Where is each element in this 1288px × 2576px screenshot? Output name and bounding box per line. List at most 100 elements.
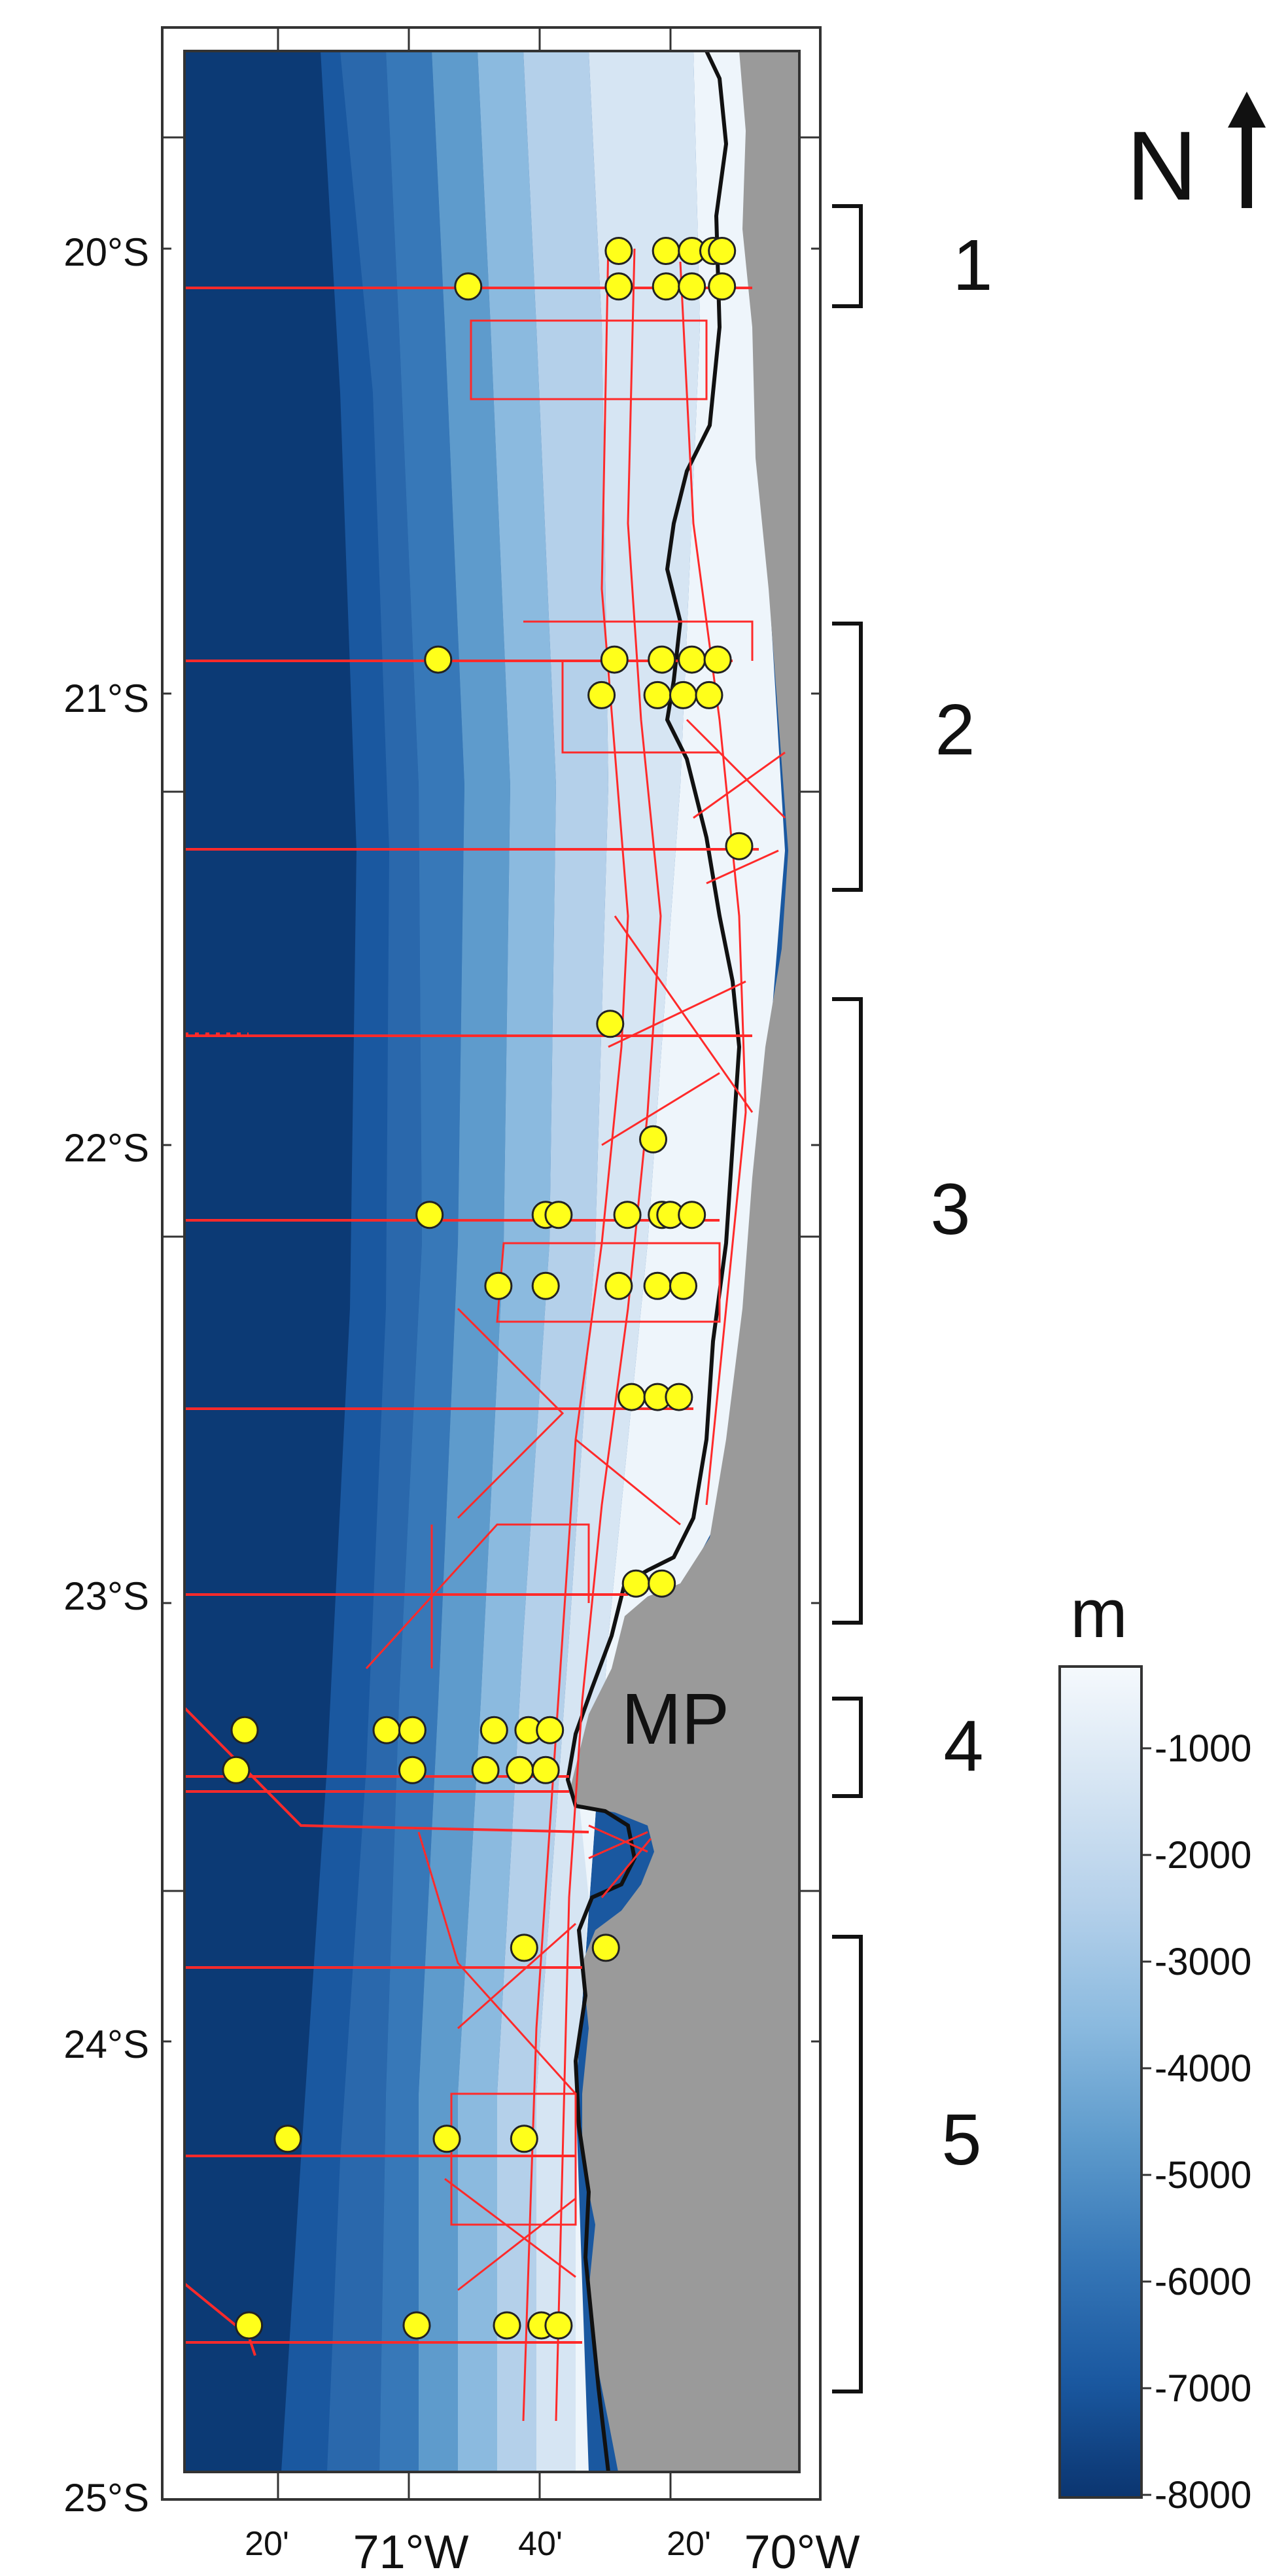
station-marker xyxy=(669,680,697,709)
lon-label: 70°W xyxy=(744,2526,860,2576)
station-marker xyxy=(587,680,616,709)
lat-label: 22°S xyxy=(63,1126,149,1170)
station-marker xyxy=(678,1201,706,1229)
station-marker xyxy=(596,1010,625,1038)
station-marker xyxy=(639,1125,667,1154)
colorbar-tick-label: -2000 xyxy=(1155,1834,1251,1877)
station-marker xyxy=(648,1569,676,1598)
station-marker xyxy=(708,272,737,301)
track-line xyxy=(523,620,754,754)
station-marker xyxy=(415,1201,444,1229)
track-line xyxy=(601,915,754,1146)
slope-band-2 xyxy=(497,51,608,2472)
colorbar-tick-label: -8000 xyxy=(1155,2474,1251,2516)
station-marker xyxy=(725,832,754,860)
track-line xyxy=(679,261,747,1506)
frame-ticks xyxy=(162,27,820,2499)
station-marker xyxy=(273,2125,302,2153)
track-line xyxy=(457,1307,681,1526)
colorbar-ticks: -1000 -2000 -3000 -4000 -5000 -6000 -7000 -8000 xyxy=(1141,1727,1251,2516)
station-marker xyxy=(678,645,706,674)
track-line xyxy=(417,1831,577,2095)
colorbar-tick-label: -7000 xyxy=(1155,2367,1251,2410)
zone-label: 1 xyxy=(952,225,992,306)
north-arrow-icon xyxy=(1228,92,1266,208)
station-marker xyxy=(493,2311,521,2340)
latitude-labels: 20°S 21°S 22°S 23°S 24°S 25°S xyxy=(63,230,149,2520)
colorbar-gradient xyxy=(1058,1665,1143,2499)
colorbar: m -1000 -2000 -3000 -4000 -5000 -6000 -7000 -80… xyxy=(1058,1576,1251,2516)
station-marker xyxy=(230,1716,259,1744)
station-marker xyxy=(618,1383,646,1411)
north-label: N xyxy=(1126,111,1197,221)
colorbar-tick-label: -5000 xyxy=(1155,2154,1251,2197)
station-marker xyxy=(604,1271,633,1300)
station-marker xyxy=(510,2125,538,2153)
zone-label: 2 xyxy=(935,690,975,770)
station-marker xyxy=(703,645,732,674)
lon-label: 20' xyxy=(667,2525,711,2563)
station-marker xyxy=(398,1756,426,1784)
station-marker xyxy=(432,2125,461,2153)
station-marker xyxy=(678,272,706,301)
station-marker xyxy=(591,1933,620,1962)
track-line xyxy=(470,319,708,400)
lon-label: 71°W xyxy=(353,2526,469,2576)
trench-axis-bathymetry xyxy=(184,51,357,2472)
station-marker xyxy=(544,2311,573,2340)
track-line xyxy=(365,1523,590,1670)
track-line xyxy=(450,2092,577,2226)
lon-label: 40' xyxy=(518,2525,563,2563)
track-line xyxy=(588,1824,652,1898)
coastal-shelf xyxy=(576,51,785,2472)
frame-inner xyxy=(183,50,801,2473)
station-marker xyxy=(536,1716,565,1744)
station-marker xyxy=(372,1716,401,1744)
coastline xyxy=(565,51,742,2472)
station-marker xyxy=(604,237,633,265)
station-marker xyxy=(531,1271,560,1300)
bathymetry-map xyxy=(184,51,799,2472)
frame-outer xyxy=(161,26,822,2501)
map-frame xyxy=(161,26,822,2501)
lon-label: 20' xyxy=(245,2525,289,2563)
station-marker xyxy=(510,1933,538,1962)
station-marker xyxy=(454,272,483,301)
slope-band-4 xyxy=(419,51,510,2472)
station-marker xyxy=(531,1756,560,1784)
station-marker xyxy=(398,1716,426,1744)
stations-layer xyxy=(222,237,754,2340)
colorbar-tick-label: -1000 xyxy=(1155,1727,1251,1770)
station-marker xyxy=(484,1271,513,1300)
zone-bracket xyxy=(832,997,863,1625)
land-mass xyxy=(569,51,799,2472)
station-marker xyxy=(471,1756,500,1784)
station-marker xyxy=(669,1271,697,1300)
colorbar-tick-label: -3000 xyxy=(1155,1941,1251,1983)
station-marker xyxy=(424,645,453,674)
colorbar-unit: m xyxy=(1070,1576,1127,1652)
station-marker xyxy=(613,1201,642,1229)
zone-label: 4 xyxy=(943,1706,983,1786)
zone-bracket xyxy=(832,1697,863,1798)
station-marker xyxy=(708,237,737,265)
station-marker xyxy=(652,272,680,301)
station-marker xyxy=(648,645,676,674)
station-marker xyxy=(695,680,723,709)
zone-label: 3 xyxy=(930,1169,970,1250)
track-line xyxy=(444,2178,576,2291)
zone-labels: 1 2 3 4 5 xyxy=(930,225,992,2180)
zone-bracket xyxy=(832,622,863,892)
track-line xyxy=(522,241,629,2422)
zone-label: 5 xyxy=(941,2100,981,2180)
lat-label: 25°S xyxy=(63,2476,149,2520)
abyssal-band-bathymetry xyxy=(327,51,422,2472)
station-marker xyxy=(643,680,672,709)
zone-bracket xyxy=(832,1935,863,2393)
lat-label: 23°S xyxy=(63,1574,149,1618)
place-label-mp: MP xyxy=(621,1679,729,1759)
station-marker xyxy=(643,1271,672,1300)
lat-label: 21°S xyxy=(63,677,149,720)
coastal-survey-tracks xyxy=(365,241,786,2422)
